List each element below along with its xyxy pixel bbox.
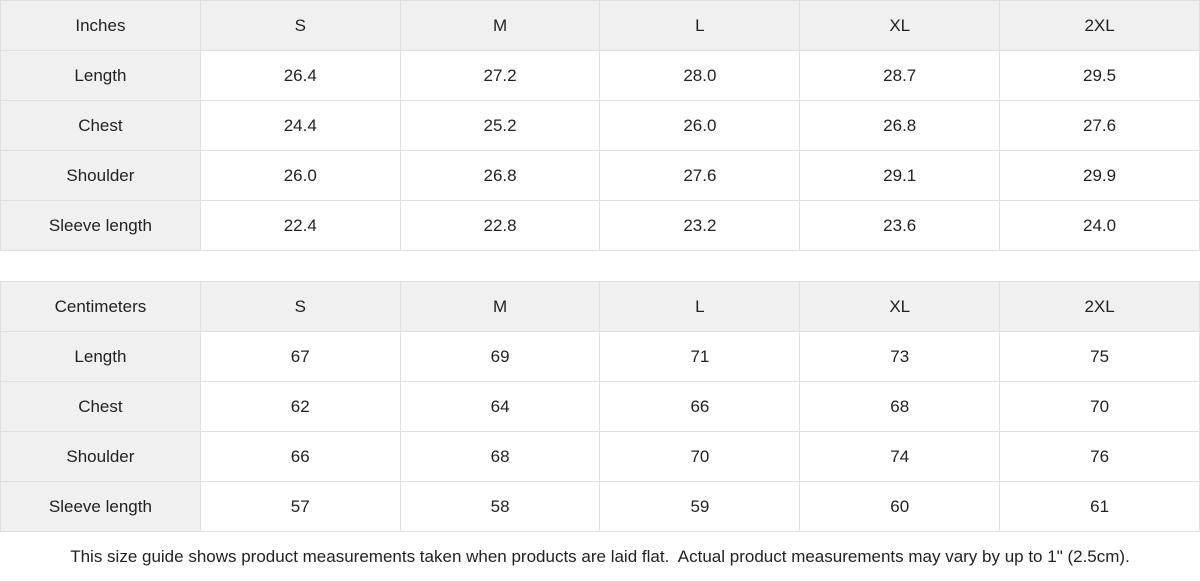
table-row-shoulder: Shoulder 66 68 70 74 76 [0, 431, 1200, 482]
unit-header-inches: Inches [0, 0, 201, 51]
size-header-2xl: 2XL [999, 281, 1200, 332]
size-header-s: S [199, 281, 401, 332]
table-row-shoulder: Shoulder 26.0 26.8 27.6 29.1 29.9 [0, 150, 1200, 201]
measurement-cell: 66 [199, 431, 401, 482]
measurement-cell: 64 [399, 381, 601, 432]
size-header-m: M [399, 281, 601, 332]
row-label: Chest [0, 100, 201, 151]
unit-header-centimeters: Centimeters [0, 281, 201, 332]
measurement-cell: 24.0 [999, 200, 1200, 251]
measurement-cell: 22.4 [199, 200, 401, 251]
table-row-chest: Chest 24.4 25.2 26.0 26.8 27.6 [0, 100, 1200, 151]
measurement-cell: 68 [399, 431, 601, 482]
row-label: Shoulder [0, 431, 201, 482]
size-header-l: L [599, 281, 801, 332]
table-row-length: Length 26.4 27.2 28.0 28.7 29.5 [0, 50, 1200, 101]
measurement-cell: 67 [199, 331, 401, 382]
measurement-cell: 24.4 [199, 100, 401, 151]
measurement-cell: 62 [199, 381, 401, 432]
row-label: Sleeve length [0, 200, 201, 251]
row-label: Shoulder [0, 150, 201, 201]
table-row-sleeve-length: Sleeve length 22.4 22.8 23.2 23.6 24.0 [0, 200, 1200, 251]
measurement-cell: 70 [599, 431, 801, 482]
measurement-cell: 60 [799, 481, 1001, 532]
row-label: Length [0, 331, 201, 382]
measurement-cell: 26.0 [599, 100, 801, 151]
size-header-xl: XL [799, 281, 1001, 332]
measurement-cell: 75 [999, 331, 1200, 382]
measurement-cell: 74 [799, 431, 1001, 482]
size-header-xl: XL [799, 0, 1001, 51]
measurement-cell: 29.1 [799, 150, 1001, 201]
size-header-m: M [399, 0, 601, 51]
measurement-cell: 29.9 [999, 150, 1200, 201]
measurement-cell: 27.6 [599, 150, 801, 201]
size-guide-note: This size guide shows product measuremen… [0, 532, 1200, 582]
measurement-cell: 61 [999, 481, 1200, 532]
measurement-cell: 26.8 [399, 150, 601, 201]
size-table-centimeters: Centimeters S M L XL 2XL Length 67 69 71… [0, 281, 1200, 532]
table-row-sleeve-length: Sleeve length 57 58 59 60 61 [0, 481, 1200, 532]
row-label: Chest [0, 381, 201, 432]
measurement-cell: 27.2 [399, 50, 601, 101]
measurement-cell: 76 [999, 431, 1200, 482]
measurement-cell: 66 [599, 381, 801, 432]
table-header-row: Inches S M L XL 2XL [0, 0, 1200, 51]
measurement-cell: 71 [599, 331, 801, 382]
measurement-cell: 70 [999, 381, 1200, 432]
measurement-cell: 68 [799, 381, 1001, 432]
size-table-inches: Inches S M L XL 2XL Length 26.4 27.2 28.… [0, 0, 1200, 251]
measurement-cell: 25.2 [399, 100, 601, 151]
size-header-2xl: 2XL [999, 0, 1200, 51]
measurement-cell: 73 [799, 331, 1001, 382]
table-row-length: Length 67 69 71 73 75 [0, 331, 1200, 382]
row-label: Length [0, 50, 201, 101]
measurement-cell: 29.5 [999, 50, 1200, 101]
measurement-cell: 28.0 [599, 50, 801, 101]
measurement-cell: 28.7 [799, 50, 1001, 101]
measurement-cell: 69 [399, 331, 601, 382]
measurement-cell: 59 [599, 481, 801, 532]
table-gap [0, 251, 1200, 281]
row-label: Sleeve length [0, 481, 201, 532]
measurement-cell: 58 [399, 481, 601, 532]
measurement-cell: 23.2 [599, 200, 801, 251]
measurement-cell: 57 [199, 481, 401, 532]
measurement-cell: 26.8 [799, 100, 1001, 151]
table-header-row: Centimeters S M L XL 2XL [0, 281, 1200, 332]
size-header-l: L [599, 0, 801, 51]
measurement-cell: 23.6 [799, 200, 1001, 251]
measurement-cell: 27.6 [999, 100, 1200, 151]
size-header-s: S [199, 0, 401, 51]
measurement-cell: 26.4 [199, 50, 401, 101]
table-row-chest: Chest 62 64 66 68 70 [0, 381, 1200, 432]
measurement-cell: 22.8 [399, 200, 601, 251]
measurement-cell: 26.0 [199, 150, 401, 201]
